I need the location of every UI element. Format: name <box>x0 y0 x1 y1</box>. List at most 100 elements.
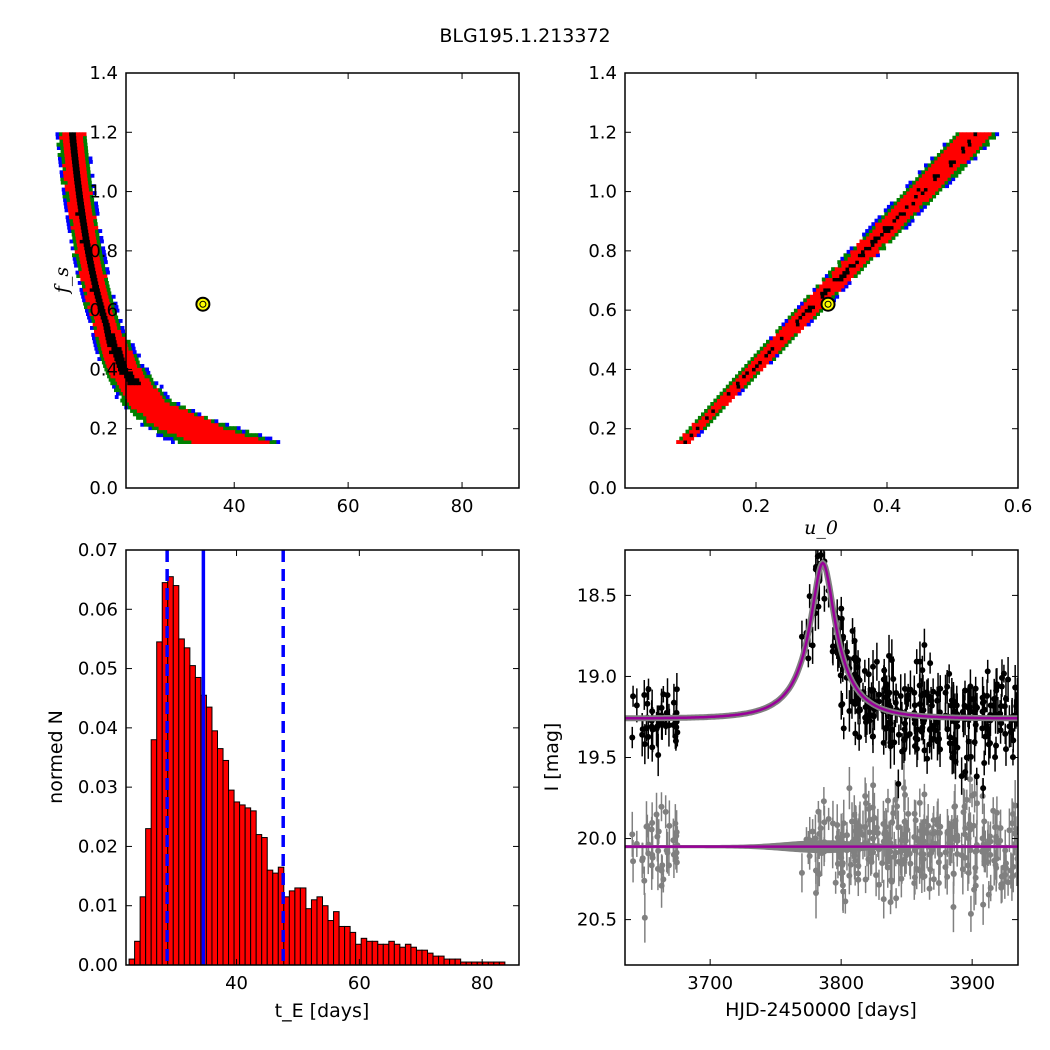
p1-heatmap-cell <box>134 357 139 361</box>
p1-heatmap-cell <box>127 343 132 348</box>
p2-heatmap-cell <box>912 184 917 189</box>
p2-heatmap-cell <box>949 139 954 144</box>
p1-heatmap-cell <box>126 353 131 358</box>
p4-residual-point <box>654 833 661 840</box>
p1-heatmap-cell <box>226 426 231 431</box>
p1-heatmap-cell <box>95 232 100 237</box>
p1-heatmap-cell <box>82 163 87 168</box>
p2-heatmap-cell <box>920 191 925 195</box>
p3-bar <box>310 899 318 966</box>
p1-heatmap-cell <box>105 281 109 285</box>
p1-heatmap-cell <box>225 440 230 444</box>
p1-heatmap-cell <box>94 263 99 268</box>
p2-heatmap-cell <box>835 294 840 299</box>
p1-heatmap-cell <box>83 194 87 199</box>
p2-heatmap-cell <box>869 232 874 237</box>
p4-residual-point <box>873 824 880 831</box>
p1-heatmap-cell <box>88 180 92 185</box>
p1-heatmap-cell <box>77 146 82 150</box>
p1-heatmap-cell <box>131 357 136 361</box>
p1-heatmap-cell <box>156 415 161 420</box>
p1-heatmap-cell <box>72 191 77 195</box>
p1-heatmap-cell <box>114 388 118 393</box>
p1-heatmap-cell <box>109 336 113 341</box>
p3-bar <box>454 958 462 966</box>
p2-heatmap-cell <box>952 139 957 144</box>
p4-data-point <box>660 691 667 698</box>
p1-heatmap-cell <box>66 218 70 223</box>
p1-heatmap-cell <box>105 294 109 299</box>
p1-heatmap-cell <box>95 270 100 275</box>
p4-residual-point <box>865 856 872 863</box>
p1-heatmap-cell <box>99 322 104 327</box>
p1-heatmap-cell <box>134 381 138 386</box>
p2-heatmap-cell <box>956 139 961 144</box>
p1-heatmap-cell <box>116 339 121 344</box>
p3-axes-frame <box>125 549 520 966</box>
p1-heatmap-cell <box>248 436 252 441</box>
p1-heatmap-cell <box>89 191 94 195</box>
p1-heatmap-cell <box>196 426 200 431</box>
p1-heatmap-cell <box>177 422 182 427</box>
p2-heatmap-cell <box>960 163 964 168</box>
p1-heatmap-cell <box>62 166 67 171</box>
p1-heatmap-cell <box>94 329 98 334</box>
p1-heatmap-cell <box>81 229 86 233</box>
p4-data-point <box>670 699 677 706</box>
p2-heatmap-cell <box>751 364 756 368</box>
p1-heatmap-cell <box>86 301 91 306</box>
p2-heatmap-cell <box>705 415 710 420</box>
p2-heatmap-cell <box>714 409 719 413</box>
p1-heatmap-cell <box>93 326 98 330</box>
p2-heatmap-cell <box>834 291 839 296</box>
p2-heatmap-cell <box>716 395 721 399</box>
p1-heatmap-cell <box>103 339 107 344</box>
p2-heatmap-cell <box>791 315 796 320</box>
p1-heatmap-cell <box>104 357 108 361</box>
p4-data-point <box>838 615 845 622</box>
p1-heatmap-cell <box>214 419 219 424</box>
p2-heatmap-cell <box>769 360 773 365</box>
p1-heatmap-cell <box>59 139 64 144</box>
p1-heatmap-cell <box>94 204 99 209</box>
p4-data-point <box>876 691 883 698</box>
p1-heatmap-cell <box>193 433 198 438</box>
p1-heatmap-cell <box>156 402 160 406</box>
p1-heatmap-cell <box>82 215 87 220</box>
p1-heatmap-cell <box>144 388 149 393</box>
p2-heatmap-cell <box>884 215 889 220</box>
p1-heatmap-cell <box>197 412 202 417</box>
p2-heatmap-cell <box>892 215 896 220</box>
p1-heatmap-cell <box>105 336 110 341</box>
p1-heatmap-cell <box>82 287 87 292</box>
p2-heatmap-cell <box>701 412 705 417</box>
p2-heatmap-cell <box>862 256 866 261</box>
p2-heatmap-cell <box>841 267 846 272</box>
p2-heatmap-cell <box>753 374 757 379</box>
p1-ytick-label: 0.4 <box>89 359 118 380</box>
p1-heatmap-cell <box>94 294 99 299</box>
p2-heatmap-cell <box>853 274 858 278</box>
p4-xtick-label: 3800 <box>818 973 864 994</box>
p1-heatmap-cell <box>117 326 121 330</box>
p4-ytick-label: 20.0 <box>577 829 617 850</box>
p1-heatmap-cell <box>63 177 68 182</box>
p2-heatmap-cell <box>741 367 746 372</box>
p1-heatmap-cell <box>105 319 109 323</box>
p2-heatmap-cell <box>934 187 939 192</box>
p3-bar <box>189 665 196 966</box>
p2-heatmap-cell <box>946 166 951 171</box>
p1-heatmap-cell <box>102 336 106 341</box>
p4-data-point <box>673 709 680 716</box>
p4-residual-point <box>630 858 637 865</box>
p1-heatmap-cell <box>120 343 125 348</box>
p1-heatmap-cell <box>91 308 96 313</box>
p2-heatmap-cell <box>948 180 953 185</box>
p1-heatmap-cell <box>145 395 150 399</box>
p2-heatmap-cell <box>781 322 786 327</box>
p1-heatmap-cell <box>115 350 120 355</box>
p1-heatmap-cell <box>86 274 91 278</box>
p1-heatmap-cell <box>234 436 239 441</box>
p3-ytick-label: 0.07 <box>78 540 118 561</box>
p1-heatmap-cell <box>244 436 249 441</box>
